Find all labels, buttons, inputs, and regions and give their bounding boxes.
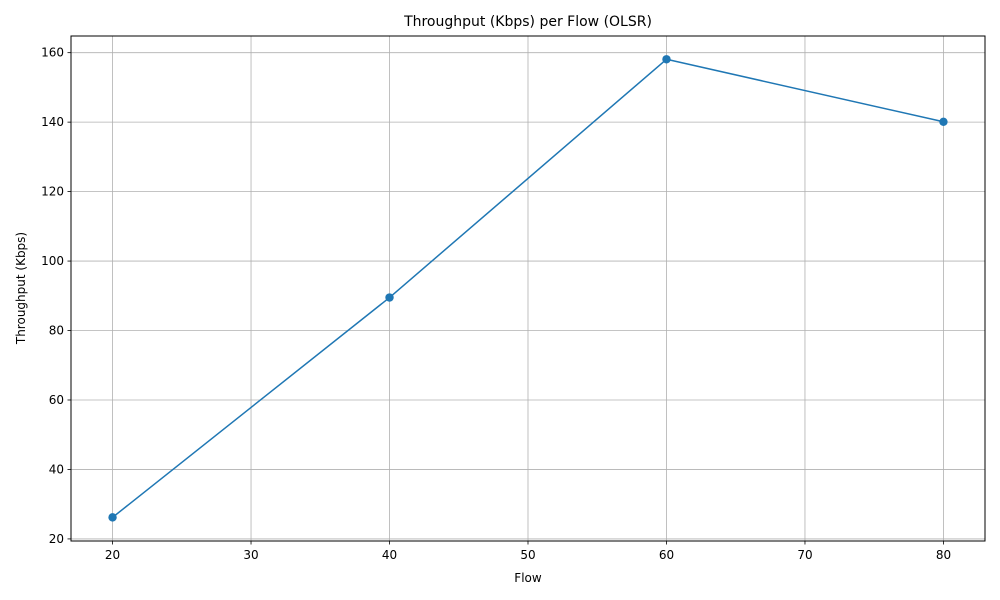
y-tick-label: 120 <box>41 185 64 199</box>
x-tick-label: 60 <box>659 548 674 562</box>
y-tick-label: 80 <box>49 324 64 338</box>
x-tick-label: 20 <box>105 548 120 562</box>
x-tick-label: 50 <box>520 548 535 562</box>
x-tick-label: 70 <box>797 548 812 562</box>
axis-ticks: 20 30 40 50 60 70 80 20 40 60 80 100 120 140 160 <box>41 46 951 562</box>
y-tick-label: 160 <box>41 46 64 60</box>
data-point <box>108 513 117 522</box>
data-point <box>385 293 394 302</box>
y-tick-label: 60 <box>49 393 64 407</box>
y-tick-label: 20 <box>49 532 64 546</box>
data-point <box>939 117 948 126</box>
x-tick-label: 80 <box>936 548 951 562</box>
data-point <box>662 55 671 64</box>
x-tick-label: 40 <box>382 548 397 562</box>
y-tick-label: 100 <box>41 254 64 268</box>
series-line <box>112 58 944 518</box>
grid-lines <box>71 36 985 541</box>
y-tick-label: 40 <box>49 462 64 476</box>
y-axis-label: Throughput (Kbps) <box>14 232 28 345</box>
y-tick-label: 140 <box>41 115 64 129</box>
x-axis-label: Flow <box>514 571 542 585</box>
chart-title: Throughput (Kbps) per Flow (OLSR) <box>403 14 652 30</box>
series-group <box>108 55 948 522</box>
x-tick-label: 30 <box>243 548 258 562</box>
